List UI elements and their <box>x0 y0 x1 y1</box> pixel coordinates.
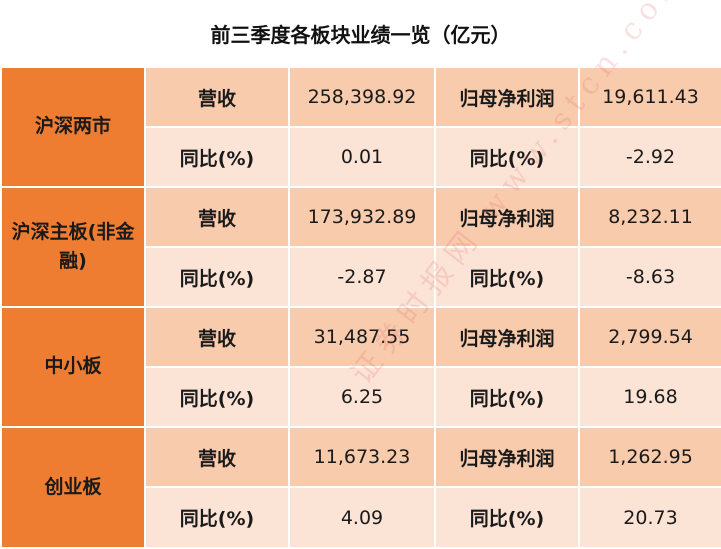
table-row: 创业板 营收 11,673.23 归母净利润 1,262.95 <box>0 426 721 549</box>
yoy-label: 同比(%) <box>144 366 290 428</box>
revenue-value: 31,487.55 <box>288 306 436 368</box>
table-row: 中小板 营收 31,487.55 归母净利润 2,799.54 <box>0 306 721 428</box>
yoy-label: 同比(%) <box>144 126 290 188</box>
segment-name: 沪深两市 <box>0 66 146 188</box>
net-profit-value: 19,611.43 <box>578 66 721 128</box>
performance-table: 沪深两市 营收 258,398.92 归母净利润 19,611.43 同比(%)… <box>0 66 721 549</box>
net-profit-label: 归母净利润 <box>434 426 580 488</box>
net-profit-yoy-value: 19.68 <box>578 366 721 428</box>
table-row: 同比(%) 6.25 同比(%) 19.68 <box>1 366 721 428</box>
revenue-yoy-value: 6.25 <box>288 366 436 428</box>
yoy-label: 同比(%) <box>434 366 580 428</box>
revenue-label: 营收 <box>144 186 290 248</box>
yoy-label: 同比(%) <box>434 246 580 308</box>
revenue-value: 173,932.89 <box>288 186 436 248</box>
page-title: 前三季度各板块业绩一览（亿元） <box>210 22 511 47</box>
table-row: 沪深两市 营收 258,398.92 归母净利润 19,611.43 <box>0 66 721 188</box>
segment-name: 中小板 <box>0 306 146 428</box>
net-profit-label: 归母净利润 <box>434 66 580 128</box>
yoy-label: 同比(%) <box>144 246 290 308</box>
revenue-value: 11,673.23 <box>288 426 436 488</box>
revenue-value: 258,398.92 <box>288 66 436 128</box>
segment-name: 沪深主板(非金融) <box>0 186 146 308</box>
net-profit-label: 归母净利润 <box>434 186 580 248</box>
net-profit-yoy-value: -8.63 <box>578 246 721 308</box>
table-row: 同比(%) 4.09 同比(%) 20.73 <box>1 486 721 549</box>
net-profit-value: 8,232.11 <box>578 186 721 248</box>
revenue-label: 营收 <box>144 426 290 488</box>
table-row: 同比(%) -2.87 同比(%) -8.63 <box>1 246 721 308</box>
net-profit-value: 2,799.54 <box>578 306 721 368</box>
yoy-label: 同比(%) <box>434 126 580 188</box>
revenue-yoy-value: 4.09 <box>288 486 436 549</box>
net-profit-label: 归母净利润 <box>434 306 580 368</box>
revenue-yoy-value: -2.87 <box>288 246 436 308</box>
table-row: 同比(%) 0.01 同比(%) -2.92 <box>1 126 721 188</box>
net-profit-yoy-value: -2.92 <box>578 126 721 188</box>
yoy-label: 同比(%) <box>434 486 580 549</box>
net-profit-value: 1,262.95 <box>578 426 721 488</box>
revenue-label: 营收 <box>144 66 290 128</box>
yoy-label: 同比(%) <box>144 486 290 549</box>
table-row: 沪深主板(非金融) 营收 173,932.89 归母净利润 8,232.11 <box>0 186 721 308</box>
revenue-yoy-value: 0.01 <box>288 126 436 188</box>
revenue-label: 营收 <box>144 306 290 368</box>
net-profit-yoy-value: 20.73 <box>578 486 721 549</box>
segment-name: 创业板 <box>0 426 146 549</box>
